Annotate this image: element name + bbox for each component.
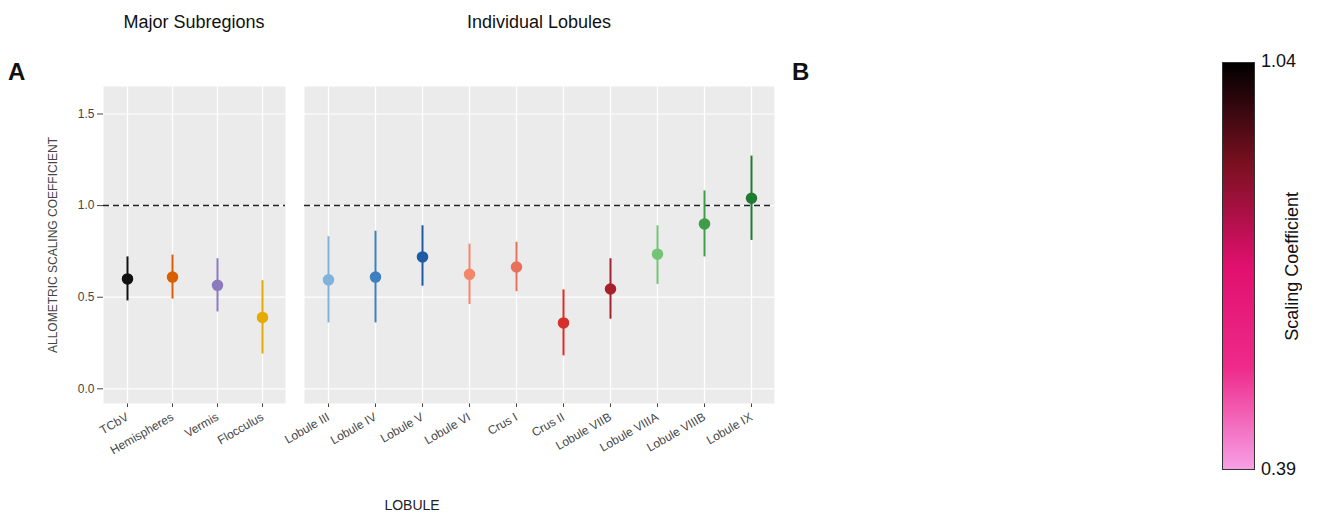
svg-text:ALLOMETRIC SCALING COEFFICIENT: ALLOMETRIC SCALING COEFFICIENT: [46, 136, 60, 353]
html-text:Major Subregions: Major Subregions: [123, 12, 265, 32]
svg-text:Hemispheres: Hemispheres: [108, 410, 176, 457]
svg-text:Lobule VI: Lobule VI: [422, 410, 473, 447]
html-text:Scaling Coefficient: Scaling Coefficient: [1281, 191, 1302, 341]
svg-text:Lobule IX: Lobule IX: [704, 410, 755, 447]
svg-text:Lobule VIIIA: Lobule VIIIA: [597, 409, 661, 455]
svg-text:1.0: 1.0: [78, 198, 95, 212]
html-text:1.04: 1.04: [1261, 51, 1296, 71]
html-text:Individual Lobules: Individual Lobules: [466, 12, 611, 32]
svg-text:Lobule IV: Lobule IV: [328, 410, 379, 447]
html-text:A: A: [8, 58, 26, 85]
svg-text:Crus I: Crus I: [485, 410, 520, 438]
svg-text:Lobule VIIIB: Lobule VIIIB: [644, 410, 708, 455]
svg-text:Crus II: Crus II: [529, 409, 567, 440]
html-text:B: B: [792, 58, 810, 85]
svg-text:Flocculus: Flocculus: [215, 410, 266, 447]
svg-text:Lobule VIIB: Lobule VIIB: [553, 409, 614, 453]
svg-text:1.5: 1.5: [78, 107, 95, 121]
svg-text:0.0: 0.0: [78, 382, 95, 396]
html-text:0.39: 0.39: [1261, 459, 1296, 479]
svg-text:TCbV: TCbV: [97, 410, 131, 437]
svg-text:Lobule V: Lobule V: [378, 410, 426, 446]
svg-text:Vermis: Vermis: [182, 409, 221, 441]
svg-text:Lobule III: Lobule III: [282, 410, 332, 447]
svg-text:0.5: 0.5: [78, 290, 95, 304]
html-text:LOBULE: LOBULE: [384, 497, 440, 513]
